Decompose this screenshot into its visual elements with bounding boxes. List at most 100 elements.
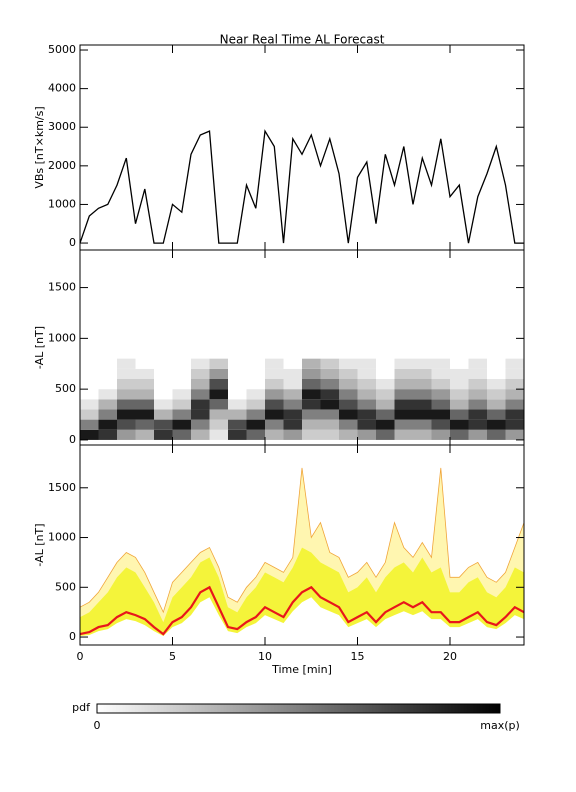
heat-cell <box>283 409 302 420</box>
heat-cell <box>265 419 284 430</box>
heat-cell <box>265 409 284 420</box>
heat-cell <box>376 399 395 410</box>
heat-cell <box>487 368 506 379</box>
heat-cell <box>413 429 432 440</box>
heat-cell <box>172 399 191 410</box>
heat-cell <box>209 389 228 400</box>
heat-cell <box>431 378 450 390</box>
heat-cell <box>98 399 117 410</box>
heat-cell <box>117 409 136 420</box>
heat-cell <box>339 399 358 410</box>
heat-cell <box>394 399 413 410</box>
heat-cell <box>394 358 413 369</box>
heat-cell <box>468 358 487 369</box>
heat-cell <box>80 368 99 379</box>
heat-cell <box>154 429 173 440</box>
y-tick-label: 500 <box>55 382 76 395</box>
y-tick-label: 1000 <box>48 331 76 344</box>
heat-cell <box>376 419 395 430</box>
heat-cell <box>80 358 99 369</box>
heat-cell <box>302 429 321 440</box>
heat-cell <box>246 389 265 400</box>
heat-cell <box>228 358 247 369</box>
heat-cell <box>431 368 450 379</box>
heat-cell <box>117 389 136 400</box>
heat-cell <box>302 358 321 369</box>
y-tick-label: 1500 <box>48 481 76 494</box>
heat-cell <box>468 399 487 410</box>
heat-cell <box>357 419 376 430</box>
heat-cell <box>228 368 247 379</box>
heat-cell <box>450 389 469 400</box>
y-tick-label: 1000 <box>48 531 76 544</box>
heat-cell <box>172 358 191 369</box>
heat-cell <box>246 378 265 390</box>
heat-cell <box>413 358 432 369</box>
y-tick-label: 1000 <box>48 197 76 210</box>
y-tick-label: 5000 <box>48 43 76 56</box>
heat-cell <box>450 368 469 379</box>
heat-cell <box>413 409 432 420</box>
heat-cell <box>320 389 339 400</box>
x-tick-label: 0 <box>77 650 84 663</box>
heat-cell <box>265 399 284 410</box>
heat-cell <box>505 378 524 390</box>
colorbar-label: pdf <box>72 701 91 714</box>
heat-cell <box>246 429 265 440</box>
heat-cell <box>228 399 247 410</box>
heat-cell <box>246 419 265 430</box>
heat-cell <box>376 429 395 440</box>
heat-cell <box>98 409 117 420</box>
heat-cell <box>302 399 321 410</box>
heat-cell <box>487 429 506 440</box>
heat-cell <box>468 368 487 379</box>
y-tick-label: 2000 <box>48 159 76 172</box>
heat-cell <box>135 399 154 410</box>
heat-cell <box>413 368 432 379</box>
heat-cell <box>209 429 228 440</box>
heat-cell <box>487 409 506 420</box>
heat-cell <box>246 368 265 379</box>
line <box>79 129 524 244</box>
heat-cell <box>357 429 376 440</box>
heat-cell <box>135 368 154 379</box>
heat-cell <box>265 368 284 379</box>
heat-cell <box>431 389 450 400</box>
heat-cell <box>431 399 450 410</box>
heat-cell <box>283 368 302 379</box>
heat-cell <box>505 389 524 400</box>
heat-cell <box>154 368 173 379</box>
heat-cell <box>339 429 358 440</box>
x-tick-label: 20 <box>443 650 457 663</box>
heat-cell <box>283 399 302 410</box>
panel-frame <box>79 444 525 646</box>
heat-cell <box>468 419 487 430</box>
heat-cell <box>228 409 247 420</box>
chart-title: Near Real Time AL Forecast <box>220 33 385 47</box>
heat-cell <box>468 389 487 400</box>
heat-cell <box>172 409 191 420</box>
heat-cell <box>117 358 136 369</box>
heat-cell <box>228 419 247 430</box>
heat-cell <box>209 358 228 369</box>
heat-cell <box>505 409 524 420</box>
heat-cell <box>357 358 376 369</box>
heat-cell <box>98 358 117 369</box>
heat-cell <box>487 358 506 369</box>
heat-cell <box>117 429 136 440</box>
heat-cell <box>191 429 210 440</box>
heat-cell <box>394 368 413 379</box>
heat-cell <box>376 389 395 400</box>
heat-cell <box>450 358 469 369</box>
heat-cell <box>302 378 321 390</box>
heat-cell <box>135 358 154 369</box>
panel <box>79 467 525 636</box>
panel <box>79 129 524 244</box>
heat-cell <box>320 409 339 420</box>
heat-cell <box>376 378 395 390</box>
heat-cell <box>191 368 210 379</box>
x-tick-label: 15 <box>351 650 365 663</box>
heat-cell <box>376 368 395 379</box>
heat-cell <box>191 419 210 430</box>
heat-cell <box>339 368 358 379</box>
